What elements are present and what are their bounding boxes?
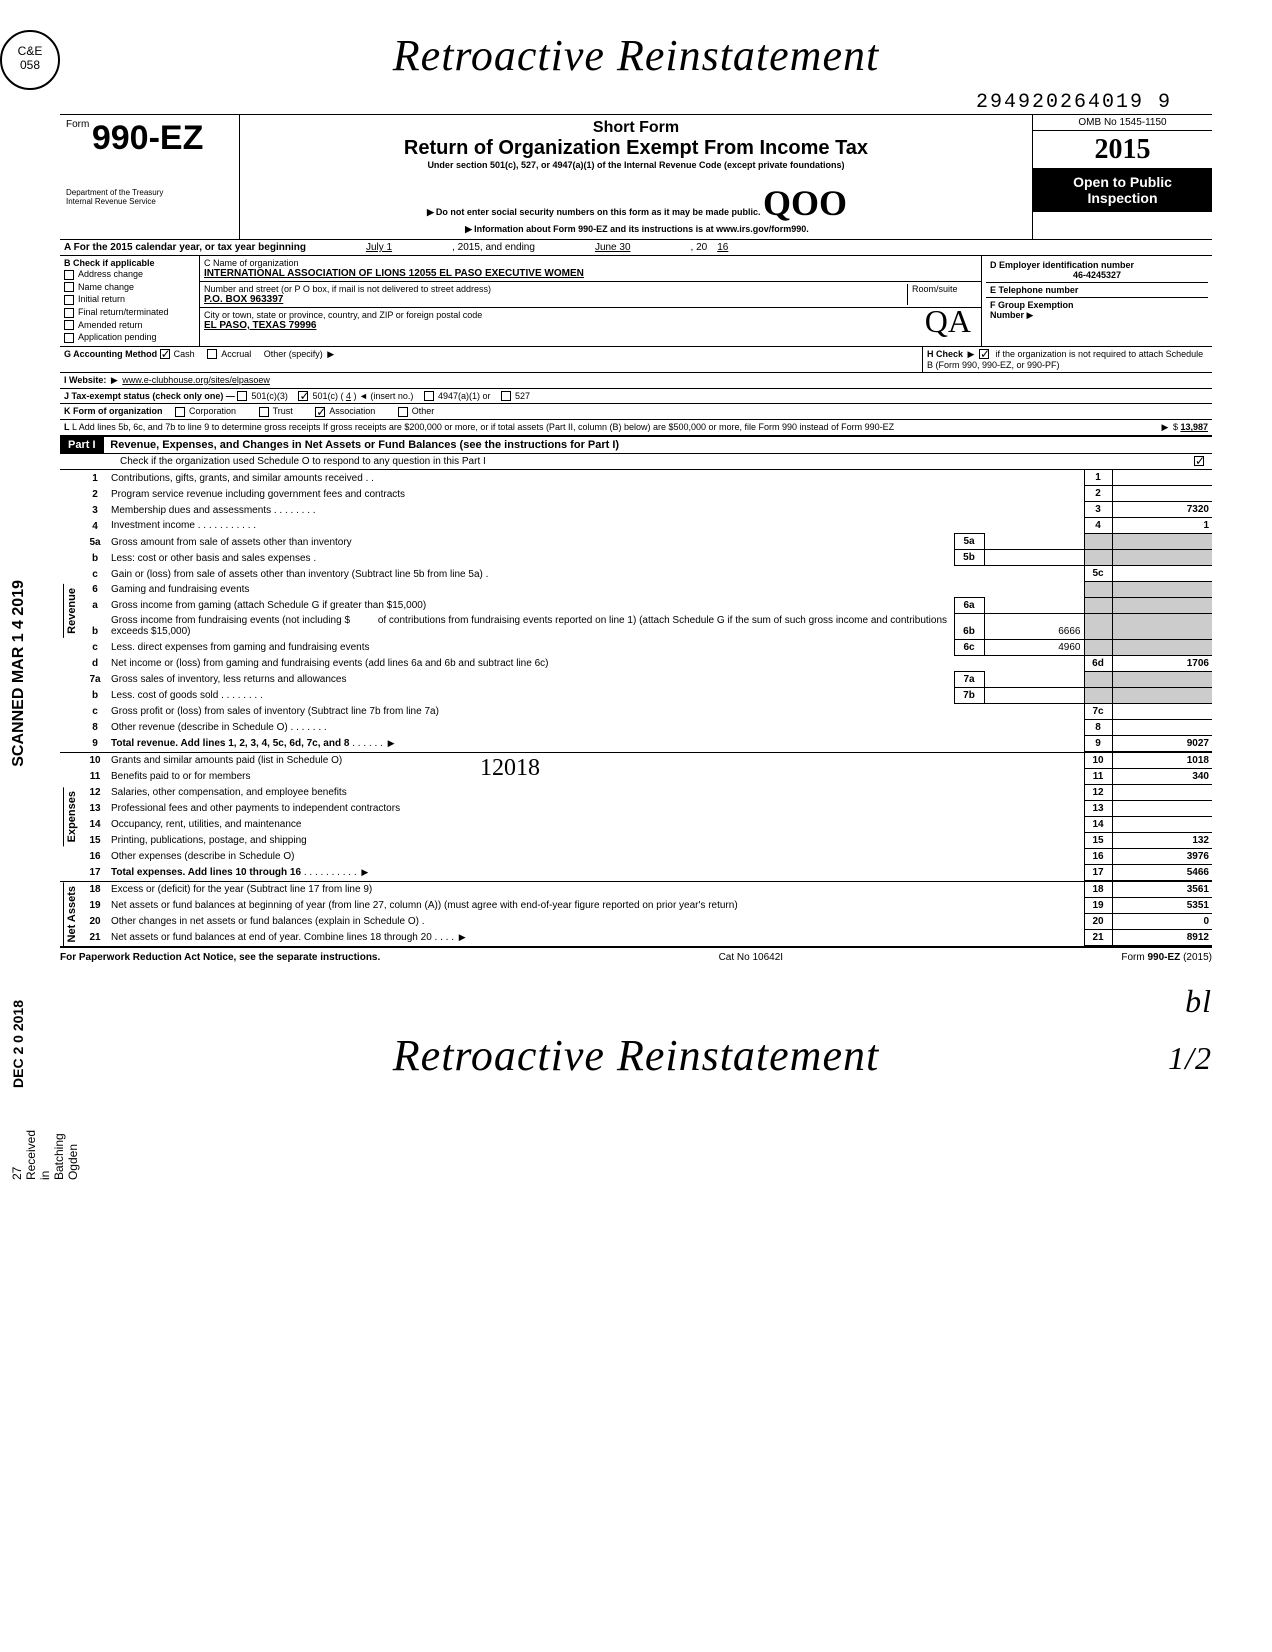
handwriting-bottom: Retroactive Reinstatement — [60, 1030, 1212, 1081]
row-l: L L Add lines 5b, 6c, and 7b to line 9 t… — [60, 420, 1212, 437]
chk-name[interactable] — [64, 282, 74, 292]
omb: OMB No 1545-1150 — [1033, 115, 1212, 131]
netassets-label: Net Assets — [63, 882, 80, 946]
header-center: Short Form Return of Organization Exempt… — [240, 115, 1032, 239]
chk-part1[interactable] — [1194, 456, 1204, 466]
chk-h[interactable] — [979, 349, 989, 359]
col-c: C Name of organization INTERNATIONAL ASS… — [200, 256, 982, 346]
form-number: 990-EZ — [92, 119, 204, 157]
room-label: Room/suite — [907, 284, 977, 305]
row-a-yr: 16 — [717, 242, 728, 253]
footer-left: For Paperwork Reduction Act Notice, see … — [60, 952, 380, 963]
b-label: B Check if applicable — [64, 258, 195, 268]
netassets-section: Net Assets 18Excess or (deficit) for the… — [60, 881, 1212, 946]
part1-check-text: Check if the organization used Schedule … — [120, 456, 486, 467]
chk-address[interactable] — [64, 270, 74, 280]
chk-trust[interactable] — [259, 407, 269, 417]
l-text: L Add lines 5b, 6c, and 7b to line 9 to … — [72, 422, 894, 432]
h-label: H Check — [927, 349, 963, 359]
revenue-label: Revenue — [63, 584, 80, 638]
row-j: J Tax-exempt status (check only one) — 5… — [60, 389, 1212, 405]
i-label: I Website: — [64, 375, 106, 385]
part1-header-row: Part I Revenue, Expenses, and Changes in… — [60, 437, 1212, 470]
info-line: Information about Form 990-EZ and its in… — [474, 224, 809, 234]
revenue-section: Revenue 1Contributions, gifts, grants, a… — [60, 470, 1212, 752]
hw-year: 12018 — [480, 755, 540, 782]
g-label: G Accounting Method — [64, 349, 157, 359]
col-b: B Check if applicable Address change Nam… — [60, 256, 200, 346]
chk-amended[interactable] — [64, 320, 74, 330]
website: www.e-clubhouse.org/sites/elpasoew — [122, 375, 270, 385]
chk-accrual[interactable] — [207, 349, 217, 359]
dept: Department of the Treasury Internal Reve… — [66, 188, 233, 206]
chk-assoc[interactable] — [315, 407, 325, 417]
chk-501c3[interactable] — [237, 391, 247, 401]
warning: Do not enter social security numbers on … — [436, 207, 761, 217]
header-left: Form 990-EZ Department of the Treasury I… — [60, 115, 240, 239]
d-label: D Employer identification number — [990, 260, 1204, 270]
badge-line1: C&E — [2, 44, 58, 58]
gross-receipts: 13,987 — [1180, 422, 1208, 432]
row-a: A For the 2015 calendar year, or tax yea… — [60, 240, 1212, 256]
dec-stamp: DEC 2 0 2018 — [10, 1000, 26, 1088]
chk-final[interactable] — [64, 308, 74, 318]
part1-header: Part I — [60, 437, 104, 453]
row-a-label: A For the 2015 calendar year, or tax yea… — [64, 242, 306, 253]
k-label: K Form of organization — [64, 406, 163, 416]
under-section: Under section 501(c), 527, or 4947(a)(1)… — [244, 160, 1028, 170]
hw-initials: QOO — [763, 183, 847, 223]
org-name: INTERNATIONAL ASSOCIATION OF LIONS 12055… — [204, 268, 977, 279]
org-addr: P.O. BOX 963397 — [204, 294, 907, 305]
c-name-label: C Name of organization — [204, 258, 977, 268]
ein: 46-4245327 — [990, 270, 1204, 280]
footer-right: Form Form 990-EZ (2015)990-EZ (2015) — [1121, 952, 1212, 963]
part1-title: Revenue, Expenses, and Changes in Net As… — [106, 437, 623, 453]
city-label: City or town, state or province, country… — [204, 310, 977, 320]
chk-527[interactable] — [501, 391, 511, 401]
chk-4947[interactable] — [424, 391, 434, 401]
row-a-begin: July 1 — [366, 242, 392, 253]
chk-initial[interactable] — [64, 295, 74, 305]
row-k: K Form of organization Corporation Trust… — [60, 404, 1212, 420]
chk-corp[interactable] — [175, 407, 185, 417]
hw-sig: 1/2 — [1168, 1040, 1212, 1077]
chk-other[interactable] — [398, 407, 408, 417]
row-a-mid: , 2015, and ending — [452, 242, 535, 253]
chk-501c[interactable] — [298, 391, 308, 401]
f-arrow: ▶ — [1027, 310, 1034, 320]
expenses-section: Expenses 12018 10Grants and similar amou… — [60, 752, 1212, 881]
insert-no: 4 — [346, 391, 351, 401]
addr-label: Number and street (or P O box, if mail i… — [204, 284, 907, 294]
form-prefix: Form — [66, 119, 89, 130]
received-stamp: 27 Received in Batching Ogden — [10, 1130, 80, 1180]
form-header: Form 990-EZ Department of the Treasury I… — [60, 114, 1212, 240]
year: 2015 — [1033, 131, 1212, 168]
footer-center: Cat No 10642I — [719, 952, 784, 963]
hw-bl: bl — [1185, 983, 1212, 1019]
expenses-label: Expenses — [63, 787, 80, 846]
handwriting-top: Retroactive Reinstatement — [60, 30, 1212, 81]
open-public: Open to Public Inspection — [1033, 168, 1212, 212]
chk-pending[interactable] — [64, 333, 74, 343]
row-a-suffix: , 20 — [691, 242, 708, 253]
row-g: G Accounting Method Cash Accrual Other (… — [60, 347, 1212, 373]
row-i: I Website: www.e-clubhouse.org/sites/elp… — [60, 373, 1212, 389]
chk-cash[interactable] — [160, 349, 170, 359]
header-right: OMB No 1545-1150 2015 Open to Public Ins… — [1032, 115, 1212, 239]
row-a-end: June 30 — [595, 242, 631, 253]
badge-line2: 058 — [2, 58, 58, 72]
hw-qa: QA — [925, 303, 971, 340]
org-city: EL PASO, TEXAS 79996 — [204, 320, 977, 331]
footer: For Paperwork Reduction Act Notice, see … — [60, 946, 1212, 963]
control-number: 294920264019 9 — [60, 91, 1172, 114]
e-label: E Telephone number — [990, 285, 1204, 295]
short-form-label: Short Form — [244, 119, 1028, 137]
scanned-stamp: SCANNED MAR 1 4 2019 — [10, 580, 28, 767]
check-section: B Check if applicable Address change Nam… — [60, 256, 1212, 347]
top-badge: C&E 058 — [0, 30, 60, 90]
j-label: J Tax-exempt status (check only one) — — [64, 391, 235, 401]
return-title: Return of Organization Exempt From Incom… — [244, 137, 1028, 160]
col-d: D Employer identification number 46-4245… — [982, 256, 1212, 346]
